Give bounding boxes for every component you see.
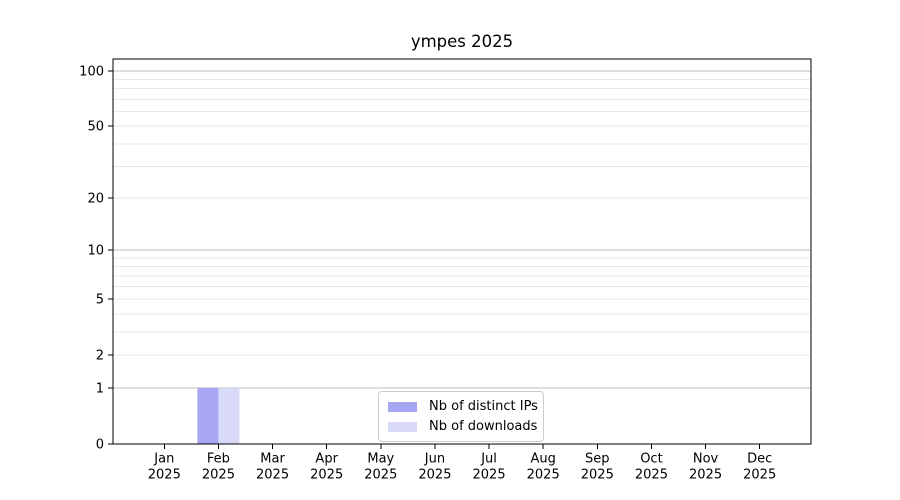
x-tick-label-month: Apr: [315, 452, 338, 467]
y-tick-label: 50: [87, 120, 104, 135]
x-tick-label-year: 2025: [689, 468, 722, 483]
x-tick-label-year: 2025: [743, 468, 776, 483]
y-tick-label: 5: [96, 293, 104, 308]
x-tick-label-year: 2025: [527, 468, 560, 483]
y-tick-label: 10: [87, 244, 104, 259]
chart-title: ympes 2025: [410, 32, 514, 51]
y-tick-label: 1: [96, 381, 104, 396]
x-tick-label-month: Oct: [640, 452, 662, 467]
x-tick-label-year: 2025: [418, 468, 451, 483]
x-tick-label-month: Mar: [260, 452, 285, 467]
y-tick-label: 0: [96, 438, 104, 453]
y-tick-label: 2: [96, 349, 104, 364]
x-tick-label-month: Feb: [207, 452, 230, 467]
legend-label-distinct-ips: Nb of distinct IPs: [429, 399, 538, 414]
x-tick-label-year: 2025: [148, 468, 181, 483]
x-tick-label-year: 2025: [473, 468, 506, 483]
legend-label-downloads: Nb of downloads: [429, 419, 538, 434]
x-tick-label-year: 2025: [310, 468, 343, 483]
y-tick-label: 100: [79, 64, 104, 79]
x-tick-label-month: Jun: [424, 452, 445, 467]
x-tick-label-year: 2025: [635, 468, 668, 483]
x-tick-label-year: 2025: [581, 468, 614, 483]
legend-item-downloads: Nb of downloads: [388, 418, 538, 435]
x-tick-label-year: 2025: [256, 468, 289, 483]
legend-item-distinct-ips: Nb of distinct IPs: [388, 398, 538, 415]
x-tick-label-month: Dec: [747, 452, 772, 467]
bar-distinct-ips: [197, 387, 219, 444]
x-tick-label-month: Jan: [153, 452, 174, 467]
y-tick-label: 20: [87, 191, 104, 206]
legend-swatch-downloads: [388, 421, 417, 432]
plot-border: [112, 58, 812, 445]
x-tick-label-month: Nov: [693, 452, 719, 467]
legend: Nb of distinct IPs Nb of downloads: [378, 391, 544, 442]
x-tick-label-year: 2025: [202, 468, 235, 483]
x-tick-label-month: Jul: [480, 452, 497, 467]
legend-swatch-distinct-ips: [388, 401, 417, 412]
x-tick-label-month: Sep: [585, 452, 610, 467]
x-tick-label-year: 2025: [364, 468, 397, 483]
x-tick-label-month: May: [367, 452, 394, 467]
x-tick-label-month: Aug: [530, 452, 555, 467]
bar-downloads: [218, 387, 240, 444]
